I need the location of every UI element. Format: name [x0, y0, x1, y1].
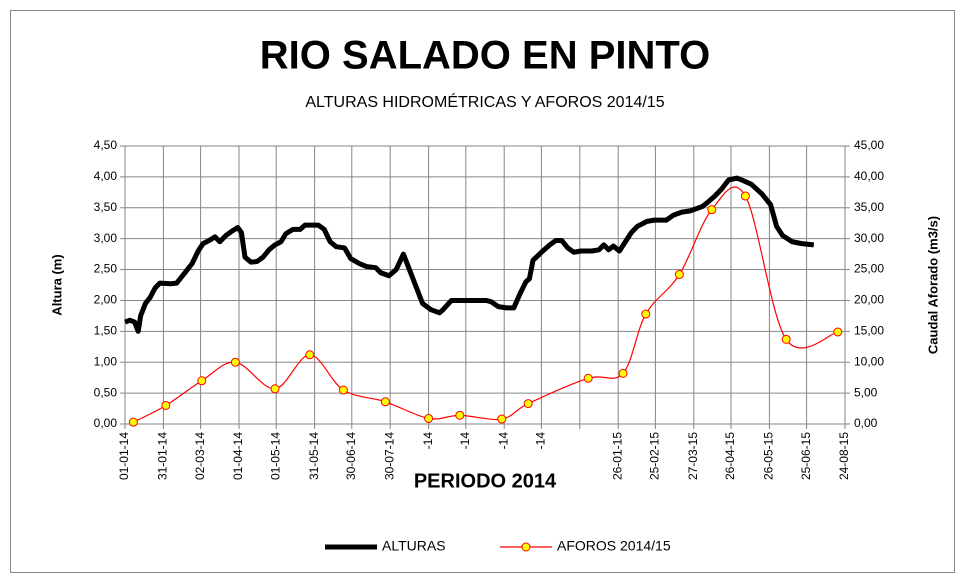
x-tick-label: -14 — [534, 432, 548, 450]
y2-tick-label: 15,00 — [854, 324, 884, 338]
data-point — [455, 410, 465, 420]
x-tick-label: 24-08-15 — [837, 432, 851, 480]
chart-title: RIO SALADO EN PINTO — [260, 34, 710, 78]
series-line — [124, 175, 815, 334]
data-point — [833, 327, 843, 337]
x-tick-label: 01-01-14 — [117, 432, 131, 480]
y-tick-label: 4,00 — [94, 169, 118, 183]
data-point — [338, 385, 348, 395]
x-tick-label: 01-04-14 — [231, 432, 245, 480]
y-tick-label: 4,50 — [94, 138, 118, 152]
y2-tick-label: 35,00 — [854, 200, 884, 214]
y-tick-label: 1,00 — [94, 354, 118, 368]
y-tick-label: 1,50 — [94, 324, 118, 338]
y2-tick-label: 30,00 — [854, 231, 884, 245]
chart-subtitle: ALTURAS HIDROMÉTRICAS Y AFOROS 2014/15 — [305, 92, 664, 111]
x-tick-label: 27-03-15 — [686, 432, 700, 480]
x-tick-label: 31-01-14 — [156, 432, 170, 480]
legend-label: AFOROS 2014/15 — [557, 538, 671, 554]
data-point — [197, 376, 207, 386]
y2-tick-label: 20,00 — [854, 293, 884, 307]
y-tick-label: 3,50 — [94, 200, 118, 214]
data-point — [380, 397, 390, 407]
y2-tick-label: 5,00 — [854, 385, 878, 399]
x-tick-label: 31-05-14 — [307, 432, 321, 480]
data-point — [161, 400, 171, 410]
x-tick-label: -14 — [421, 432, 435, 450]
y2-tick-label: 10,00 — [854, 354, 884, 368]
data-point — [270, 384, 280, 394]
x-tick-label: -14 — [458, 432, 472, 450]
x-axis-title: PERIODO 2014 — [414, 470, 557, 492]
data-point — [305, 350, 315, 360]
data-point — [128, 417, 138, 427]
x-tick-label: 25-06-15 — [799, 432, 813, 480]
plot-border — [124, 145, 846, 425]
data-point — [230, 357, 240, 367]
y2-tick-label: 25,00 — [854, 262, 884, 276]
x-tick-label: 01-05-14 — [268, 432, 282, 480]
y-tick-label: 3,00 — [94, 231, 118, 245]
data-point — [781, 334, 791, 344]
x-tick-label: -14 — [496, 432, 510, 450]
data-point — [523, 399, 533, 409]
data-point — [641, 309, 651, 319]
y2-tick-label: 40,00 — [854, 169, 884, 183]
x-tick-label: 26-01-15 — [610, 432, 624, 480]
y2-tick-label: 45,00 — [854, 138, 884, 152]
x-tick-label: 26-05-15 — [762, 432, 776, 480]
y-tick-label: 2,00 — [94, 293, 118, 307]
data-point — [497, 414, 507, 424]
y-axis-title: Altura (m) — [49, 254, 64, 315]
x-tick-label: 30-07-14 — [382, 432, 396, 480]
legend-label: ALTURAS — [382, 538, 446, 554]
x-tick-label: 26-04-15 — [723, 432, 737, 480]
y-tick-label: 0,50 — [94, 385, 118, 399]
data-point — [674, 269, 684, 279]
data-point — [707, 205, 717, 215]
data-point — [424, 413, 434, 423]
data-point — [583, 373, 593, 383]
legend-marker — [521, 542, 531, 552]
chart-frame — [10, 10, 955, 573]
x-tick-label: 25-02-15 — [648, 432, 662, 480]
x-tick-label: 30-06-14 — [344, 432, 358, 480]
x-tick-label: 02-03-14 — [193, 432, 207, 480]
y2-tick-label: 0,00 — [854, 416, 878, 430]
y-tick-label: 2,50 — [94, 262, 118, 276]
y2-axis-title: Caudal Aforado (m3/s) — [925, 216, 940, 354]
y-tick-label: 0,00 — [94, 416, 118, 430]
data-point — [618, 368, 628, 378]
data-point — [740, 191, 750, 201]
